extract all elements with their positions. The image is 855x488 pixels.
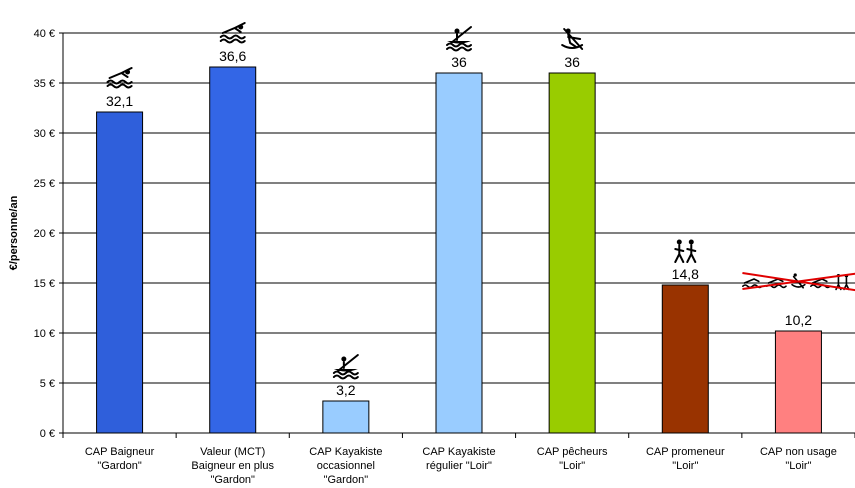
category-icons: [106, 22, 855, 380]
x-tick-label: "Gardon": [324, 474, 369, 486]
bar: [96, 111, 144, 434]
y-tick-label: 40 €: [34, 28, 55, 40]
x-tick-label: CAP Baigneur: [85, 446, 155, 458]
kayaker-icon: [332, 354, 359, 380]
value-label: 32,1: [106, 93, 133, 109]
bar: [661, 284, 709, 434]
x-tick-label: Baigneur en plus: [191, 460, 274, 472]
bar: [209, 66, 257, 434]
x-tick-label: "Loir": [672, 460, 698, 472]
x-tick-label: "Gardon": [97, 460, 142, 472]
x-tick-label: CAP Kayakiste: [309, 446, 382, 458]
bar: [548, 72, 596, 434]
fisher-icon: [561, 28, 584, 50]
value-labels: 32,1 36,6 3,2 36 36 14,8 10,2: [106, 48, 812, 398]
value-label: 36: [451, 54, 467, 70]
kayaker-icon: [446, 26, 472, 52]
y-tick-label: 30 €: [34, 128, 55, 140]
value-label: 36,6: [219, 48, 246, 64]
x-tick-label: CAP Kayakiste: [422, 446, 495, 458]
x-tick-label: Valeur (MCT): [200, 446, 265, 458]
bar: [322, 400, 370, 434]
y-tick-label: 20 €: [34, 228, 55, 240]
value-label: 3,2: [336, 382, 356, 398]
bar: [435, 72, 483, 434]
swimmer-icon: [219, 22, 246, 44]
y-tick-label: 25 €: [34, 178, 55, 190]
y-tick-label: 35 €: [34, 78, 55, 90]
bars: [96, 66, 822, 434]
x-tick-label: "Gardon": [210, 474, 255, 486]
value-label: 36: [564, 54, 580, 70]
value-label: 14,8: [672, 266, 699, 282]
crossed-out-users-icon: [742, 272, 855, 292]
x-axis-labels: CAP Baigneur "Gardon" Valeur (MCT) Baigneur…: [85, 446, 837, 486]
y-axis-label: €/personne/an: [8, 195, 20, 270]
x-tick-label: occasionnel: [317, 460, 375, 472]
y-tick-label: 5 €: [40, 378, 55, 390]
walkers-icon: [674, 239, 697, 263]
y-tick-label: 10 €: [34, 328, 55, 340]
x-tick-label: "Loir": [785, 460, 811, 472]
x-tick-label: régulier "Loir": [426, 460, 492, 472]
x-tick-label: CAP pêcheurs: [537, 446, 608, 458]
y-tick-label: 0 €: [40, 428, 55, 440]
x-tick-label: CAP promeneur: [646, 446, 725, 458]
value-label: 10,2: [785, 312, 812, 328]
y-tick-label: 15 €: [34, 278, 55, 290]
x-tick-label: CAP non usage: [760, 446, 837, 458]
bar: [774, 330, 822, 434]
x-tick-label: "Loir": [559, 460, 585, 472]
swimmer-icon: [106, 67, 133, 89]
